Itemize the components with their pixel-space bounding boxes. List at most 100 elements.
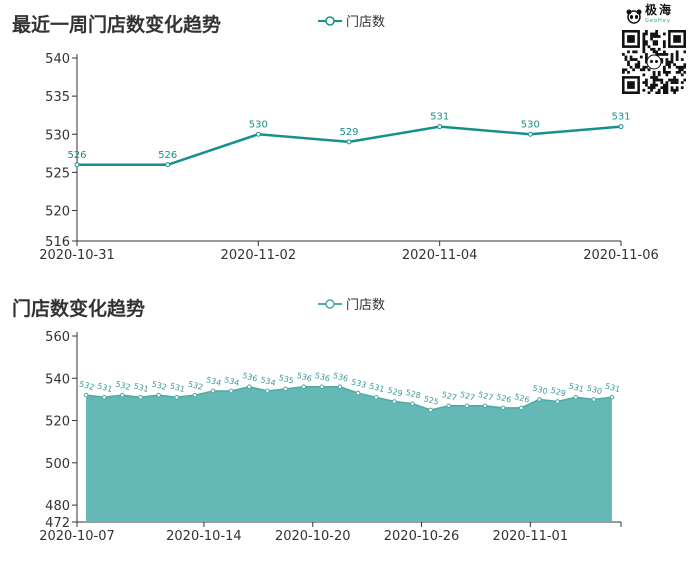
- x-tick-label: 2020-11-01: [493, 529, 569, 544]
- data-point: [192, 392, 198, 398]
- y-tick-label: 472: [45, 516, 70, 531]
- legend-label: 门店数: [346, 298, 386, 313]
- data-point: [555, 399, 560, 404]
- data-label: 531: [430, 112, 449, 123]
- data-label: 527: [441, 390, 458, 403]
- data-label: 531: [96, 382, 113, 395]
- data-point: [346, 139, 352, 145]
- data-point: [428, 407, 433, 413]
- area-fill: [86, 386, 612, 522]
- data-label: 536: [296, 371, 313, 384]
- data-label: 529: [339, 127, 358, 138]
- data-label: 531: [568, 382, 585, 395]
- chart-title-weekly: 最近一周门店数变化趋势: [12, 14, 222, 36]
- y-tick-label: 540: [45, 52, 70, 67]
- legend-line-icon: [318, 298, 342, 309]
- y-tick-label: 530: [45, 128, 70, 143]
- y-tick-label: 525: [45, 166, 70, 181]
- data-point: [74, 162, 80, 168]
- data-label: 527: [459, 390, 476, 403]
- data-label: 529: [386, 386, 403, 399]
- data-label: 532: [114, 379, 131, 392]
- y-tick-label: 560: [45, 330, 70, 345]
- brand-logo: 极海 GeoHey: [626, 3, 686, 26]
- data-point: [464, 403, 470, 409]
- data-label: 529: [550, 386, 567, 399]
- legend-label: 门店数: [346, 15, 386, 30]
- data-label: 531: [169, 382, 186, 395]
- data-point: [83, 392, 89, 398]
- data-point: [573, 394, 578, 400]
- data-label: 531: [604, 382, 621, 395]
- data-point: [301, 384, 306, 390]
- data-point: [337, 384, 343, 390]
- qr-code-icon: [622, 30, 686, 94]
- data-label: 532: [151, 379, 168, 392]
- brand-name: 极海 GeoHey: [645, 3, 674, 24]
- data-label: 534: [205, 375, 222, 388]
- data-label: 534: [260, 375, 277, 388]
- data-point: [319, 384, 325, 390]
- data-point: [482, 403, 488, 409]
- series-line: [85, 385, 613, 411]
- data-label: 530: [521, 119, 540, 130]
- data-point: [518, 405, 524, 411]
- data-point: [246, 384, 252, 390]
- data-label: 530: [249, 119, 268, 130]
- data-label: 526: [495, 392, 512, 405]
- y-tick-label: 516: [45, 235, 70, 250]
- x-tick-label: 2020-11-04: [402, 248, 478, 263]
- data-label: 531: [133, 382, 150, 395]
- data-label: 534: [223, 375, 240, 388]
- data-label: 526: [67, 150, 86, 161]
- y-tick-label: 480: [45, 499, 70, 514]
- y-tick-label: 520: [45, 415, 70, 430]
- data-point: [591, 397, 597, 402]
- y-tick-label: 500: [45, 457, 70, 472]
- data-point: [283, 386, 288, 392]
- x-tick-label: 2020-11-02: [221, 248, 297, 263]
- legend-overall[interactable]: 门店数: [318, 294, 385, 313]
- data-point: [355, 390, 361, 396]
- data-point: [437, 124, 443, 130]
- data-point: [527, 131, 533, 137]
- legend-weekly[interactable]: 门店数: [318, 11, 385, 30]
- data-point: [210, 388, 216, 394]
- data-point: [373, 394, 379, 400]
- data-point: [537, 397, 542, 402]
- data-label: 527: [477, 390, 494, 403]
- data-point: [138, 394, 143, 400]
- data-point: [392, 399, 397, 404]
- x-tick-label: 2020-10-20: [275, 529, 351, 544]
- x-tick-label: 2020-10-26: [384, 529, 460, 544]
- data-point: [609, 394, 615, 400]
- data-point: [500, 405, 506, 411]
- data-label: 530: [586, 384, 603, 397]
- data-point: [265, 388, 270, 394]
- data-label: 536: [332, 371, 349, 384]
- data-label: 528: [405, 388, 422, 401]
- data-label: 531: [368, 382, 385, 395]
- weekly-line-chart: 516 520 525 530 535 540 2020-10-31 2020-11-02 20…: [39, 52, 659, 263]
- x-tick-label: 2020-10-14: [166, 529, 242, 544]
- data-point: [446, 403, 452, 409]
- panda-logo-icon: [626, 9, 642, 24]
- x-tick-label: 2020-10-07: [39, 529, 115, 544]
- data-label: 536: [241, 371, 258, 384]
- data-label: 535: [278, 373, 295, 386]
- data-point: [156, 392, 161, 398]
- chart-title-overall: 门店数变化趋势: [12, 298, 146, 320]
- data-point: [228, 388, 234, 394]
- data-label: 536: [314, 371, 331, 384]
- data-label: 532: [187, 379, 204, 392]
- y-tick-label: 540: [45, 372, 70, 387]
- data-label: 525: [423, 394, 440, 407]
- legend-line-icon: [318, 15, 342, 26]
- x-tick-label: 2020-11-06: [583, 248, 659, 263]
- data-point: [174, 394, 180, 400]
- data-label: 526: [158, 150, 177, 161]
- data-label: 531: [611, 112, 630, 123]
- data-point: [101, 394, 107, 400]
- data-label: 530: [532, 384, 549, 397]
